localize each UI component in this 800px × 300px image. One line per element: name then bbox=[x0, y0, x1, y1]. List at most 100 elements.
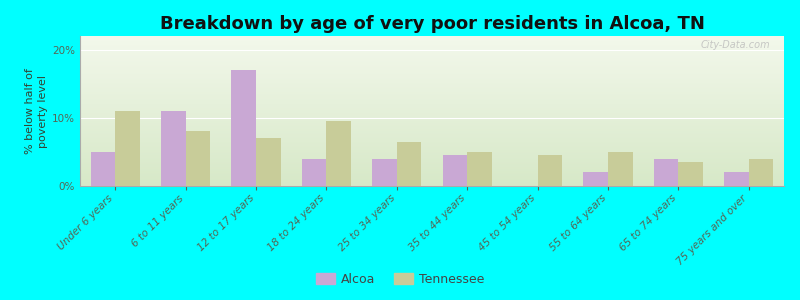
Bar bbox=[80, 115, 784, 116]
Bar bbox=[80, 73, 784, 74]
Bar bbox=[231, 70, 256, 186]
Bar bbox=[80, 90, 784, 91]
Bar bbox=[80, 41, 784, 42]
Bar bbox=[538, 155, 562, 186]
Bar bbox=[80, 149, 784, 150]
Bar bbox=[80, 166, 784, 167]
Bar bbox=[467, 152, 492, 186]
Bar bbox=[80, 98, 784, 99]
Bar bbox=[80, 136, 784, 137]
Bar bbox=[80, 37, 784, 38]
Bar bbox=[80, 81, 784, 82]
Bar bbox=[80, 139, 784, 140]
Bar bbox=[80, 71, 784, 72]
Bar bbox=[80, 160, 784, 161]
Bar bbox=[80, 126, 784, 127]
Bar bbox=[80, 140, 784, 141]
Bar bbox=[80, 51, 784, 52]
Bar bbox=[80, 130, 784, 131]
Bar bbox=[80, 184, 784, 185]
Bar bbox=[80, 175, 784, 176]
Bar bbox=[80, 161, 784, 162]
Bar bbox=[80, 151, 784, 152]
Bar bbox=[80, 104, 784, 105]
Bar bbox=[678, 162, 703, 186]
Bar bbox=[80, 67, 784, 68]
Bar bbox=[80, 38, 784, 39]
Bar bbox=[80, 80, 784, 81]
Bar bbox=[80, 63, 784, 64]
Bar bbox=[80, 135, 784, 136]
Bar bbox=[80, 42, 784, 43]
Bar bbox=[80, 114, 784, 115]
Bar bbox=[80, 49, 784, 50]
Bar bbox=[80, 96, 784, 97]
Bar bbox=[654, 159, 678, 186]
Bar bbox=[608, 152, 633, 186]
Bar bbox=[256, 138, 281, 186]
Bar bbox=[80, 44, 784, 45]
Bar bbox=[80, 46, 784, 47]
Bar bbox=[80, 117, 784, 118]
Bar bbox=[724, 172, 749, 186]
Bar bbox=[80, 76, 784, 77]
Bar bbox=[80, 119, 784, 120]
Bar bbox=[80, 58, 784, 59]
Bar bbox=[80, 84, 784, 85]
Bar bbox=[80, 180, 784, 181]
Bar bbox=[80, 39, 784, 40]
Bar bbox=[80, 121, 784, 122]
Bar bbox=[80, 59, 784, 60]
Bar bbox=[186, 131, 210, 186]
Bar bbox=[80, 159, 784, 160]
Bar bbox=[80, 68, 784, 69]
Bar bbox=[80, 40, 784, 41]
Bar bbox=[80, 171, 784, 172]
Bar bbox=[80, 124, 784, 125]
Bar bbox=[80, 61, 784, 62]
Bar bbox=[442, 155, 467, 186]
Bar bbox=[80, 103, 784, 104]
Bar bbox=[80, 169, 784, 170]
Bar bbox=[80, 52, 784, 53]
Bar bbox=[80, 165, 784, 166]
Bar bbox=[80, 156, 784, 157]
Bar bbox=[80, 112, 784, 113]
Bar bbox=[80, 123, 784, 124]
Bar bbox=[80, 55, 784, 56]
Bar bbox=[80, 142, 784, 143]
Bar bbox=[80, 62, 784, 63]
Bar bbox=[80, 167, 784, 168]
Bar bbox=[80, 54, 784, 55]
Bar bbox=[80, 113, 784, 114]
Bar bbox=[80, 85, 784, 86]
Bar bbox=[80, 106, 784, 107]
Bar bbox=[80, 75, 784, 76]
Bar bbox=[80, 56, 784, 57]
Bar bbox=[80, 133, 784, 134]
Y-axis label: % below half of
poverty level: % below half of poverty level bbox=[25, 68, 48, 154]
Bar bbox=[326, 121, 351, 186]
Bar bbox=[80, 144, 784, 145]
Bar bbox=[80, 127, 784, 128]
Bar bbox=[161, 111, 186, 186]
Bar bbox=[80, 170, 784, 171]
Bar bbox=[80, 64, 784, 65]
Title: Breakdown by age of very poor residents in Alcoa, TN: Breakdown by age of very poor residents … bbox=[159, 15, 705, 33]
Bar bbox=[80, 128, 784, 129]
Bar bbox=[80, 93, 784, 94]
Bar bbox=[80, 143, 784, 144]
Bar bbox=[80, 45, 784, 46]
Bar bbox=[80, 177, 784, 178]
Bar bbox=[80, 164, 784, 165]
Bar bbox=[80, 65, 784, 66]
Bar bbox=[80, 134, 784, 135]
Bar bbox=[90, 152, 115, 186]
Bar bbox=[80, 160, 784, 161]
Bar bbox=[80, 50, 784, 51]
Bar bbox=[80, 178, 784, 179]
Bar bbox=[80, 100, 784, 101]
Bar bbox=[80, 182, 784, 183]
Bar bbox=[80, 163, 784, 164]
Bar bbox=[80, 176, 784, 177]
